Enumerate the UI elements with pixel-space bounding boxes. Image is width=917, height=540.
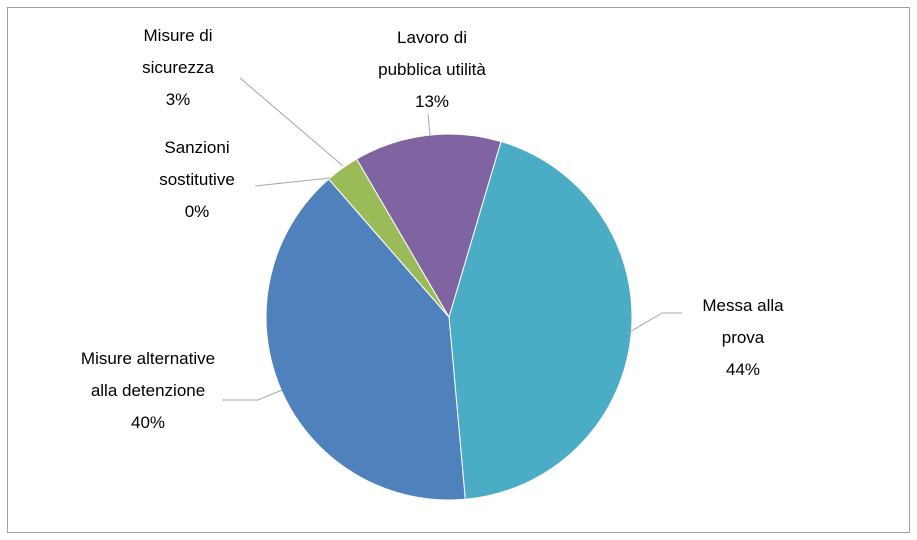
leader-line: [627, 312, 682, 334]
leader-line: [427, 113, 431, 136]
data-label: Misure di sicurezza 3%: [128, 20, 228, 116]
data-label: Messa alla prova 44%: [693, 290, 793, 386]
label-value: 3%: [165, 90, 191, 109]
pie-slice: [448, 140, 633, 500]
pie-slice: [265, 178, 466, 501]
label-name: Lavoro di pubblica utilità: [378, 28, 486, 79]
label-name: Misure di sicurezza: [142, 26, 214, 77]
label-value: 40%: [130, 413, 166, 432]
leader-line: [254, 177, 331, 187]
data-label: Sanzioni sostitutive 0%: [147, 132, 247, 228]
leader-line: [222, 389, 283, 401]
label-value: 44%: [725, 360, 761, 379]
pie-slice: [355, 133, 502, 319]
leader-line: [239, 77, 344, 167]
label-name: Misure alternative alla detenzione: [80, 349, 216, 400]
label-name: Sanzioni sostitutive: [159, 138, 235, 189]
label-value: 13%: [414, 92, 450, 111]
label-name: Messa alla prova: [702, 296, 784, 347]
data-label: Misure alternative alla detenzione 40%: [78, 343, 218, 439]
data-label: Lavoro di pubblica utilità 13%: [365, 22, 500, 118]
label-value: 0%: [184, 202, 210, 221]
